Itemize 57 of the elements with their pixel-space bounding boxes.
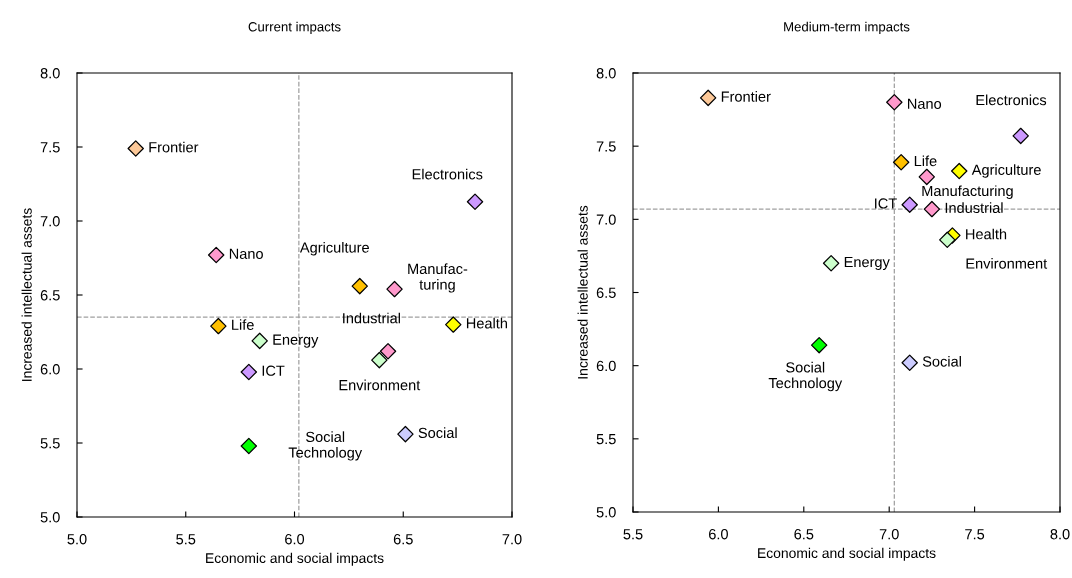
x-tick-label: 6.0 [285, 534, 305, 545]
annotation: Electronics [976, 94, 1047, 106]
x-axis-title: Economic and social impacts [206, 552, 384, 566]
x-tick-label: 8.0 [1050, 529, 1070, 540]
annotation: ICT [875, 198, 897, 209]
x-axis-title: Economic and social impacts [758, 547, 936, 561]
annotation: Manufac- turing [408, 263, 468, 293]
annotation: Environment [339, 379, 421, 391]
y-tick-label: 7.5 [40, 142, 60, 153]
annotation: Nano [908, 98, 942, 109]
annotation: Agriculture [299, 241, 369, 256]
y-tick-label: 6.0 [596, 360, 616, 372]
y-tick-label: 5.0 [596, 507, 616, 518]
annotation: Industrial [945, 202, 1003, 213]
annotation: Industrial [343, 312, 400, 324]
x-tick-label: 6.0 [709, 529, 728, 540]
annotation: Social [922, 355, 961, 367]
y-tick-label: 6.0 [40, 364, 60, 375]
y-tick-label: 7.0 [40, 216, 60, 227]
y-tick-label: 7.5 [596, 141, 616, 152]
annotation: Health [966, 228, 1007, 240]
annotation: Energy [273, 334, 319, 348]
annotation: Social [418, 427, 457, 439]
chart-title: Current impacts [248, 21, 341, 35]
x-tick-label: 7.0 [879, 529, 899, 540]
annotation: Manufacturing [922, 185, 1013, 199]
annotation: Environment [966, 258, 1048, 269]
annotation: Life [232, 319, 254, 330]
chart-title: Medium-term impacts [784, 21, 910, 35]
x-tick-label: 7.0 [502, 534, 522, 545]
y-tick-label: 8.0 [596, 68, 616, 79]
annotation: Energy [844, 256, 890, 271]
x-tick-label: 6.5 [794, 529, 814, 540]
annotation: Social Technology [288, 431, 363, 461]
x-tick-label: 5.5 [623, 529, 643, 540]
y-axis-title: Increased intellectual assets [577, 205, 588, 379]
y-axis-title: Increased intellectual assets [21, 208, 32, 381]
annotation: Nano [229, 248, 263, 259]
annotation: Frontier [149, 141, 199, 153]
x-tick-label: 5.0 [67, 534, 87, 545]
y-tick-label: 7.0 [596, 214, 616, 225]
y-tick-label: 5.5 [596, 434, 616, 445]
x-tick-label: 5.5 [176, 534, 196, 545]
x-tick-label: 7.5 [965, 529, 985, 540]
x-tick-label: 6.5 [393, 534, 413, 545]
annotation: Electronics [412, 168, 483, 180]
y-tick-label: 5.0 [40, 512, 60, 523]
annotation: Health [466, 317, 507, 329]
annotation: ICT [262, 365, 285, 376]
annotation: Social Technology [768, 361, 843, 392]
y-tick-label: 8.0 [40, 68, 60, 79]
y-tick-label: 5.5 [40, 438, 60, 449]
y-tick-label: 6.5 [40, 290, 60, 301]
annotation: Agriculture [971, 164, 1041, 178]
annotation: Frontier [721, 91, 771, 102]
annotation: Life [914, 155, 937, 167]
y-tick-label: 6.5 [596, 287, 616, 298]
